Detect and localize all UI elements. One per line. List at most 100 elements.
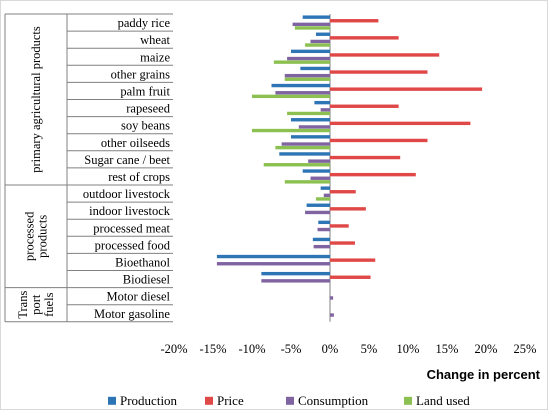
bar: [310, 176, 330, 180]
bar: [330, 53, 440, 57]
bar: [330, 258, 376, 262]
bar: [284, 73, 330, 78]
bar: [330, 36, 399, 40]
category-label: outdoor livestock: [83, 187, 171, 201]
bar: [284, 180, 330, 184]
group-label: fuels: [42, 292, 56, 316]
bar: [330, 190, 356, 194]
bar: [291, 118, 330, 122]
category-label: Motor diesel: [106, 290, 170, 304]
bar: [300, 66, 330, 71]
bar: [318, 220, 330, 225]
bar: [261, 271, 330, 276]
bar: [275, 145, 330, 150]
category-label: rest of crops: [108, 170, 170, 184]
category-label: other oilseeds: [101, 136, 170, 150]
x-tick-labels: -20% -15% -10% -5% 0% 5% 10% 15% 20% 25%: [160, 342, 536, 356]
group-label: products: [36, 215, 50, 258]
category-label: processed food: [95, 238, 171, 252]
bar: [252, 128, 330, 133]
bar: [310, 39, 330, 44]
bar: [305, 43, 330, 47]
x-tick-label: -10%: [238, 342, 265, 356]
bar: [330, 172, 416, 177]
bar: [291, 135, 330, 139]
category-label: wheat: [140, 33, 170, 47]
bar: [320, 108, 330, 112]
category-label: Motor gasoline: [94, 307, 170, 321]
bar: [330, 70, 428, 74]
bar: [312, 237, 330, 242]
x-tick-label: -15%: [199, 342, 226, 356]
bar: [315, 197, 330, 201]
bar: [330, 313, 334, 317]
category-label: Biodiesel: [123, 273, 171, 287]
bar: [302, 169, 330, 173]
bar: [330, 121, 471, 126]
bar: [330, 275, 371, 279]
bar: [330, 104, 399, 108]
bar: [216, 254, 330, 259]
x-tick-label: 20%: [475, 342, 498, 356]
legend-label: Production: [120, 393, 178, 408]
category-label: indoor livestock: [89, 204, 171, 218]
bar: [330, 207, 366, 211]
category-label: processed meat: [93, 221, 170, 235]
x-tick-label: 15%: [436, 342, 459, 356]
bar: [330, 224, 349, 228]
legend-swatch: [205, 396, 213, 405]
category-label: Bioethanol: [115, 255, 170, 269]
bar: [330, 296, 334, 300]
bar: [292, 22, 330, 27]
bar: [302, 15, 330, 19]
bar: [330, 138, 428, 143]
bar: [330, 19, 379, 23]
bar: [252, 94, 330, 99]
bar: [294, 26, 330, 30]
x-tick-label: -5%: [281, 342, 302, 356]
legend-label: Price: [217, 393, 244, 408]
x-tick-label: -20%: [160, 342, 187, 356]
bar: [284, 77, 330, 81]
category-label: Sugar cane / beet: [84, 153, 170, 167]
bar: [287, 56, 330, 61]
bars: [216, 15, 483, 317]
bar: [313, 244, 330, 249]
legend-swatch: [108, 396, 116, 405]
x-tick-label: 0%: [322, 342, 339, 356]
legend-label: Land used: [416, 393, 470, 408]
bar: [330, 87, 483, 91]
group-label: port: [29, 294, 43, 315]
category-label: rapeseed: [126, 102, 170, 116]
bar: [314, 100, 330, 105]
bar: [320, 186, 330, 190]
bar: [291, 49, 330, 54]
bar: [308, 159, 330, 163]
bar: [271, 83, 330, 88]
axis-structure: [4, 13, 331, 323]
bar: [281, 142, 330, 146]
bar: [330, 241, 355, 245]
legend-swatch: [404, 396, 412, 405]
legend-swatch: [286, 396, 294, 405]
category-label: soy beans: [121, 119, 170, 133]
group-label: primary agricultural products: [29, 26, 43, 173]
x-axis-label: Change in percent: [427, 367, 541, 382]
category-label: palm fruit: [120, 84, 170, 98]
bar: [261, 279, 330, 283]
bar: [287, 111, 330, 116]
bar: [305, 210, 330, 215]
bar: [275, 91, 330, 95]
legend-label: Consumption: [298, 393, 369, 408]
category-label: other grains: [111, 67, 170, 81]
bar: [298, 125, 330, 129]
bar: [273, 60, 330, 64]
bar: [317, 227, 330, 232]
category-label: maize: [140, 50, 170, 64]
bar: [323, 193, 330, 198]
legend: Production Price Consumption Land used: [108, 393, 470, 408]
x-tick-label: 25%: [514, 342, 537, 356]
group-label: Trans: [16, 291, 30, 319]
